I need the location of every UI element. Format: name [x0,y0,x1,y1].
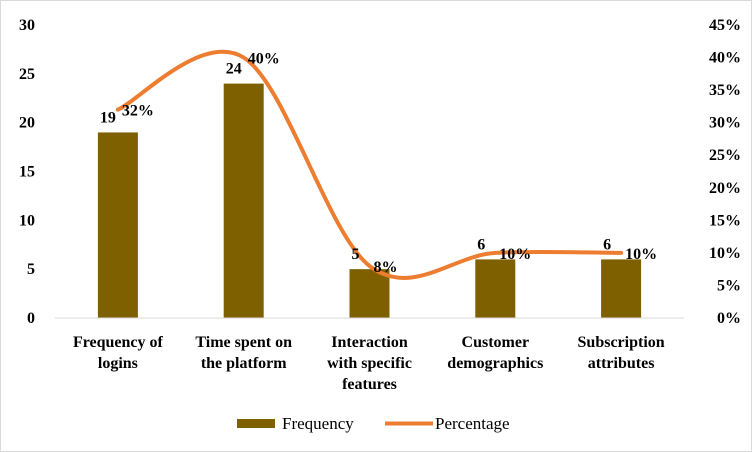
line-series-percentage [115,49,624,280]
percentage-line [115,49,624,280]
line-data-labels: 32% 40% 8% 10% 10% [122,51,657,276]
bar [223,83,264,318]
bar-series-frequency [97,83,642,318]
x-category-label: Subscription attributes [578,334,665,372]
y-tick-label-left: 5 [27,261,35,278]
y-tick-label-right: 30% [709,115,741,132]
y-tick-label-right: 0% [717,310,741,327]
x-category-label: Frequency of logins [73,334,164,372]
y-tick-label-right: 40% [709,50,741,67]
y-tick-label-right: 45% [709,17,741,34]
y-tick-label-right: 25% [709,147,741,164]
y-tick-label-right: 10% [709,245,741,262]
y-tick-label-left: 10 [19,212,35,229]
bar [97,132,138,318]
line-value-label: 40% [248,51,280,68]
bar-value-label: 19 [100,109,116,126]
bar-value-label: 5 [352,246,360,263]
y-tick-label-left: 15 [19,164,35,181]
line-value-label: 32% [122,103,154,120]
bar-value-label: 6 [477,236,485,253]
bar-value-label: 24 [226,61,242,78]
line-value-label: 8% [374,259,398,276]
x-category-label: Interaction with specific features [327,334,412,393]
x-axis: Frequency of logins Time spent on the platf… [55,317,684,393]
y-tick-label-left: 25 [19,66,35,83]
bar [601,259,642,318]
bar-value-label: 6 [603,236,611,253]
y-tick-label-right: 5% [717,277,741,294]
y-tick-label-left: 0 [27,310,35,327]
line-value-label: 10% [499,246,531,263]
y-axis-left: 0 5 10 15 20 25 30 [19,17,35,327]
bar [475,259,516,318]
y-axis-right: 0% 5% 10% 15% 20% 25% 30% 35% 40% 45% [709,17,741,327]
bar-data-labels: 19 24 5 6 6 [100,61,611,264]
y-tick-label-left: 20 [19,115,35,132]
y-tick-label-right: 20% [709,180,741,197]
legend-swatch-frequency [237,419,275,428]
y-tick-label-right: 35% [709,82,741,99]
x-category-label: Time spent on the platform [195,334,292,372]
y-tick-label-left: 30 [19,17,35,34]
legend: Frequency Percentage [237,414,510,433]
legend-label-percentage: Percentage [435,414,510,433]
line-value-label: 10% [625,246,657,263]
bar [349,269,390,318]
y-tick-label-right: 15% [709,212,741,229]
legend-label-frequency: Frequency [282,414,354,433]
x-category-label: Customer demographics [447,334,543,372]
